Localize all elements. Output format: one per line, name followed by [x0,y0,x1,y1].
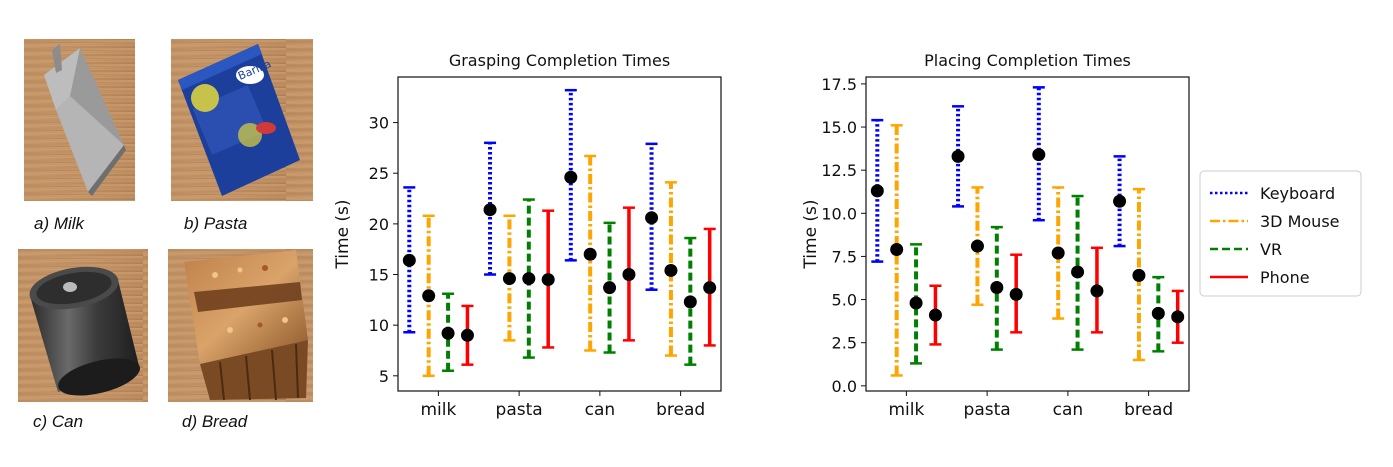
placing-mean-point-can-vr [1071,265,1085,279]
placing-mean-point-can-phone [1090,284,1104,298]
placing-mean-point-bread-3d-mouse [1132,268,1146,282]
photo-can [18,249,148,402]
caption-bread: d) Bread [182,412,248,431]
milk-carton-image [44,44,126,196]
placing-mean-point-bread-phone [1171,310,1185,324]
grasping-mean-point-can-3d-mouse [583,247,597,261]
grasping-x-tick-label-pasta: pasta [496,400,543,420]
grasping-mean-point-milk-phone [460,328,474,342]
placing-y-tick-label: 5.0 [832,291,857,310]
caption-pasta: b) Pasta [184,214,247,233]
grasping-mean-point-pasta-keyboard [483,203,497,217]
grasping-mean-point-milk-keyboard [402,253,416,267]
grasping-mean-point-milk-vr [441,326,455,340]
legend-box [1199,170,1362,297]
legend-label-vr: VR [1260,240,1282,259]
grasping-mean-point-can-vr [603,281,617,295]
grasping-x-tick-label-milk: milk [420,400,456,420]
placing-mean-point-milk-vr [909,296,923,310]
placing-mean-point-milk-keyboard [870,184,884,198]
placing-x-tick-label-can: can [1053,400,1084,420]
grasping-y-tick-label: 10 [369,316,389,335]
placing-mean-point-pasta-phone [1009,287,1023,301]
placing-mean-point-pasta-3d-mouse [970,239,984,253]
grasping-mean-point-bread-vr [683,295,697,309]
placing-mean-point-can-keyboard [1032,148,1046,162]
placing-y-tick-label: 15.0 [821,118,857,137]
placing-y-tick-label: 7.5 [832,247,857,266]
placing-y-tick-label: 17.5 [821,75,857,94]
placing-mean-point-bread-keyboard [1113,194,1127,208]
placing-mean-point-milk-phone [928,308,942,322]
placing-y-tick-label: 2.5 [832,334,857,353]
placing-mean-point-can-3d-mouse [1051,246,1065,260]
grasping-y-axis-label: Time (s) [333,199,353,269]
legend-label-phone: Phone [1260,268,1310,287]
placing-x-tick-label-bread: bread [1124,400,1173,420]
can-image [29,266,140,396]
grasping-mean-point-pasta-phone [541,273,555,287]
grasping-mean-point-bread-3d-mouse [664,263,678,277]
grasping-chart-title: Grasping Completion Times [449,51,670,70]
placing-mean-point-pasta-vr [990,280,1004,294]
grasping-mean-point-bread-keyboard [645,211,659,225]
placing-mean-point-milk-3d-mouse [890,243,904,257]
placing-y-tick-label: 12.5 [821,161,857,180]
pasta-box-image: Barilla [178,44,300,196]
grasping-y-tick-label: 20 [369,215,389,234]
placing-mean-point-pasta-keyboard [951,149,965,163]
grasping-mean-point-can-keyboard [564,170,578,184]
grasping-y-tick-label: 25 [369,164,389,183]
grasping-mean-point-pasta-vr [522,272,536,286]
grasping-mean-point-bread-phone [703,281,717,295]
photo-milk [24,39,135,201]
placing-mean-point-bread-vr [1151,306,1165,320]
placing-x-tick-label-milk: milk [888,400,924,420]
grasping-y-tick-label: 5 [379,367,389,386]
legend-label-3d-mouse: 3D Mouse [1260,212,1340,231]
legend-label-keyboard: Keyboard [1260,184,1335,203]
legend: Keyboard 3D Mouse VR Phone [1199,170,1362,297]
grasping-mean-point-pasta-3d-mouse [502,272,516,286]
grasping-x-tick-label-can: can [585,400,616,420]
caption-can: c) Can [33,412,83,431]
grasping-mean-point-can-phone [622,268,636,282]
bread-image [184,250,308,401]
caption-milk: a) Milk [34,214,86,233]
grasping-mean-point-milk-3d-mouse [422,289,436,303]
placing-chart-title: Placing Completion Times [924,51,1131,70]
grasping-plot-frame [397,76,722,392]
placing-y-tick-label: 0.0 [832,377,857,396]
photo-pasta: Barilla [171,39,313,201]
placing-chart: Placing Completion Times Time (s) 0.0 2.5 5.… [801,51,1190,420]
photo-bread [168,249,313,402]
grasping-y-tick-label: 15 [369,266,389,285]
grasping-chart: Grasping Completion Times Time (s) 5 10 15 20… [333,51,722,420]
placing-y-tick-label: 10.0 [821,204,857,223]
placing-plot-frame [865,76,1190,392]
placing-y-axis-label: Time (s) [801,199,821,269]
grasping-x-tick-label-bread: bread [656,400,705,420]
placing-x-tick-label-pasta: pasta [964,400,1011,420]
grasping-y-tick-label: 30 [369,114,389,133]
